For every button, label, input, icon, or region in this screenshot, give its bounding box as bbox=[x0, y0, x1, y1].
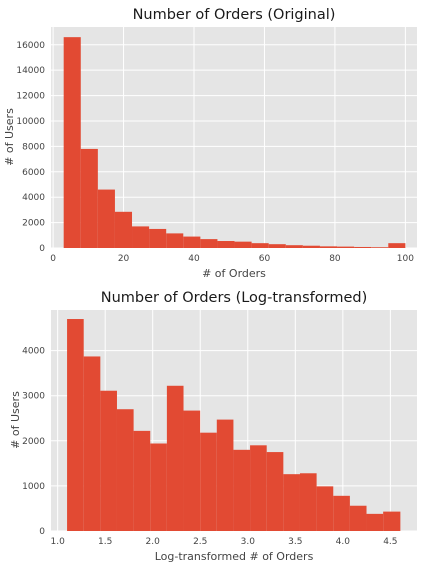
histogram-bar bbox=[149, 228, 167, 248]
histogram-bar bbox=[133, 430, 151, 531]
x-tick-label: 2.5 bbox=[193, 537, 207, 547]
x-tick-label: 4.5 bbox=[383, 537, 397, 547]
y-tick-label: 12000 bbox=[16, 92, 45, 102]
histogram-bar bbox=[383, 511, 401, 531]
x-tick-label: 0 bbox=[50, 254, 56, 264]
histogram-bar bbox=[268, 244, 286, 248]
y-tick-label: 6000 bbox=[22, 168, 45, 178]
histogram-bar bbox=[100, 390, 117, 531]
histogram-bar bbox=[316, 486, 334, 531]
y-tick-label: 3000 bbox=[22, 392, 45, 402]
y-tick-label: 8000 bbox=[22, 142, 45, 152]
histogram-bar bbox=[371, 247, 389, 248]
y-tick-label: 2000 bbox=[22, 219, 45, 229]
histogram-original-orders: 0 20 40 60 80 100 0 2000 4000 6000 8000 10000 12000… bbox=[3, 7, 417, 280]
histogram-log-orders: 1.0 1.5 2.0 2.5 3.0 3.5 4.0 4.5 0 1000 2000 3000 40… bbox=[9, 290, 417, 563]
histogram-bar bbox=[183, 410, 201, 531]
histogram-bar bbox=[200, 239, 218, 248]
y-tick-label: 0 bbox=[39, 244, 45, 254]
histogram-bar bbox=[150, 443, 167, 531]
y-tick-label: 2000 bbox=[22, 437, 45, 447]
histogram-bar bbox=[83, 356, 101, 531]
x-tick-label: 2.0 bbox=[146, 537, 161, 547]
histogram-bar bbox=[266, 452, 284, 531]
chart-title: Number of Orders (Original) bbox=[133, 7, 336, 23]
y-tick-label: 14000 bbox=[16, 66, 45, 76]
x-tick-label: 60 bbox=[259, 254, 271, 264]
x-tick-labels: 0 20 40 60 80 100 bbox=[50, 254, 414, 264]
x-tick-label: 1.5 bbox=[98, 537, 112, 547]
histogram-bar bbox=[200, 432, 217, 531]
x-tick-label: 4.0 bbox=[336, 537, 351, 547]
histogram-bar bbox=[349, 505, 367, 531]
histogram-bar bbox=[366, 513, 384, 531]
histogram-bar bbox=[97, 189, 115, 248]
x-tick-label: 80 bbox=[329, 254, 341, 264]
histogram-bar bbox=[299, 473, 317, 531]
histogram-bar bbox=[166, 385, 184, 531]
histogram-bar bbox=[132, 226, 150, 248]
histogram-bar bbox=[116, 409, 134, 531]
histogram-bar bbox=[285, 245, 303, 248]
y-tick-label: 0 bbox=[39, 527, 45, 537]
y-tick-label: 1000 bbox=[22, 482, 45, 492]
histogram-bar bbox=[319, 246, 338, 248]
histogram-bar bbox=[333, 495, 350, 531]
x-tick-label: 3.5 bbox=[288, 537, 302, 547]
histogram-bar bbox=[80, 148, 98, 248]
histogram-bar bbox=[234, 241, 252, 248]
histogram-bar bbox=[283, 474, 300, 531]
bars bbox=[67, 319, 401, 531]
y-axis-label: # of Users bbox=[3, 108, 16, 166]
y-tick-labels: 0 1000 2000 3000 4000 bbox=[22, 347, 45, 537]
x-tick-label: 40 bbox=[188, 254, 200, 264]
y-tick-label: 4000 bbox=[22, 347, 45, 357]
histogram-bar bbox=[337, 246, 355, 248]
x-axis-label: Log-transformed # of Orders bbox=[155, 550, 314, 563]
chart-title: Number of Orders (Log-transformed) bbox=[101, 290, 367, 306]
histogram-bar bbox=[233, 449, 251, 531]
y-tick-label: 4000 bbox=[22, 193, 45, 203]
y-axis-label: # of Users bbox=[9, 391, 22, 449]
histogram-bar bbox=[63, 37, 81, 248]
x-tick-label: 20 bbox=[118, 254, 130, 264]
histogram-bar bbox=[388, 243, 406, 248]
histogram-bar bbox=[217, 241, 235, 248]
histogram-bar bbox=[251, 243, 269, 248]
bars bbox=[63, 37, 406, 248]
histogram-bar bbox=[166, 233, 184, 248]
histogram-bar bbox=[354, 246, 372, 248]
x-axis-label: # of Orders bbox=[202, 267, 266, 280]
histogram-bar bbox=[216, 419, 234, 531]
x-tick-label: 1.0 bbox=[50, 537, 65, 547]
x-tick-label: 100 bbox=[397, 254, 414, 264]
histogram-bar bbox=[67, 319, 84, 531]
y-tick-labels: 0 2000 4000 6000 8000 10000 12000 14000 16000 bbox=[16, 41, 45, 254]
histogram-bar bbox=[114, 211, 133, 248]
y-tick-label: 10000 bbox=[16, 117, 45, 127]
y-tick-label: 16000 bbox=[16, 41, 45, 51]
x-tick-label: 3.0 bbox=[241, 537, 256, 547]
histogram-bar bbox=[302, 245, 320, 248]
x-tick-labels: 1.0 1.5 2.0 2.5 3.0 3.5 4.0 4.5 bbox=[50, 537, 397, 547]
histogram-bar bbox=[250, 445, 267, 531]
histogram-bar bbox=[183, 236, 201, 248]
